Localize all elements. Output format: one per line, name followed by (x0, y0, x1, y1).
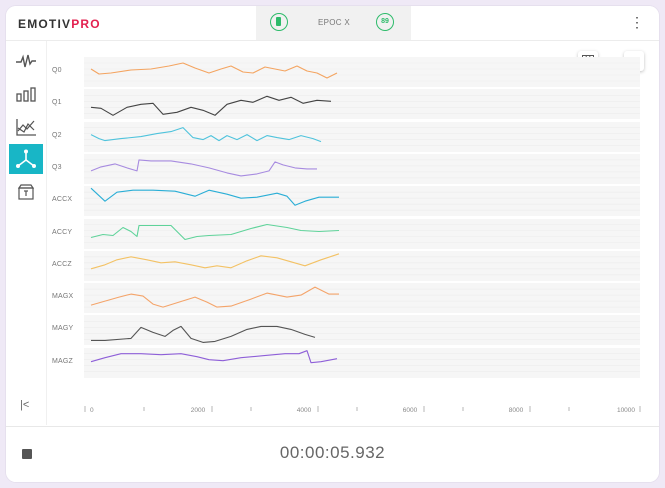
series-line-accy (90, 223, 340, 241)
channel-label: MAGY (52, 325, 74, 333)
channel-label: Q3 (52, 163, 62, 171)
battery-icon (270, 13, 288, 31)
series-line-accx (90, 187, 339, 206)
x-tick-label: 6000 (403, 407, 418, 414)
sidebar: |< (6, 41, 47, 425)
x-tick-label: 4000 (297, 407, 312, 414)
channel-label: ACCZ (52, 260, 72, 268)
marker-icon (17, 184, 35, 200)
x-tick-label: 2000 (191, 407, 206, 414)
logo-accent-text: PRO (71, 17, 101, 31)
sidebar-item-eeg[interactable] (9, 46, 43, 76)
series-line-accz (90, 253, 340, 270)
series-line-magy (91, 325, 316, 343)
channel-band (84, 315, 640, 346)
channel-label: Q1 (52, 99, 62, 107)
recording-bar: 00:00:05.932 (6, 426, 659, 482)
channel-label: MAGZ (52, 357, 74, 365)
elapsed-timer: 00:00:05.932 (279, 443, 386, 462)
channel-label: Q0 (52, 67, 62, 74)
device-panel[interactable]: EPOC X 89 (256, 6, 411, 40)
sidebar-item-performance-metrics[interactable] (9, 112, 43, 142)
motion-axes-icon (16, 149, 36, 168)
channel-label: ACCX (52, 196, 73, 204)
channel-label: Q2 (52, 131, 62, 139)
channel-label: MAGX (52, 293, 74, 301)
bar-chart-icon (16, 87, 36, 102)
series-line-magx (90, 286, 339, 308)
series-line-q1 (90, 95, 332, 116)
motion-plot-svg: 0 2000 4000 6000 8000 10000 (84, 62, 641, 414)
channel-band (84, 347, 640, 378)
channel-band (84, 218, 640, 249)
contact-quality-badge: 89 (376, 13, 394, 31)
stop-icon[interactable] (22, 449, 32, 459)
series-line-q3 (90, 159, 317, 177)
app-window: EMOTIVPRO EPOC X 89 ⋮ (6, 6, 659, 482)
sidebar-item-band-power[interactable] (9, 79, 43, 109)
device-name: EPOC X (318, 18, 351, 27)
series-line-q0 (90, 62, 338, 79)
sidebar-item-markers[interactable] (9, 177, 43, 207)
waveform-icon (16, 54, 36, 68)
series-line-magz (90, 350, 338, 364)
channel-band (84, 250, 640, 281)
channel-band (84, 121, 640, 152)
channel-band (84, 89, 640, 120)
channel-band (84, 57, 640, 87)
app-logo: EMOTIVPRO (18, 17, 101, 31)
x-tick-label: 0 (90, 407, 94, 414)
line-chart-icon (16, 119, 36, 136)
x-tick-label: 8000 (509, 407, 524, 414)
logo-text: EMOTIV (18, 17, 72, 31)
kebab-menu-icon[interactable]: ⋮ (630, 14, 644, 30)
x-tick-label: 10000 (617, 407, 635, 414)
channel-band (84, 283, 640, 314)
channel-band (84, 153, 640, 184)
series-line-q2 (90, 127, 322, 143)
collapse-left-icon[interactable]: |< (20, 399, 30, 411)
sidebar-item-motion[interactable] (9, 144, 43, 174)
header-bar: EMOTIVPRO EPOC X 89 ⋮ (6, 6, 659, 41)
channel-label: ACCY (52, 228, 73, 236)
